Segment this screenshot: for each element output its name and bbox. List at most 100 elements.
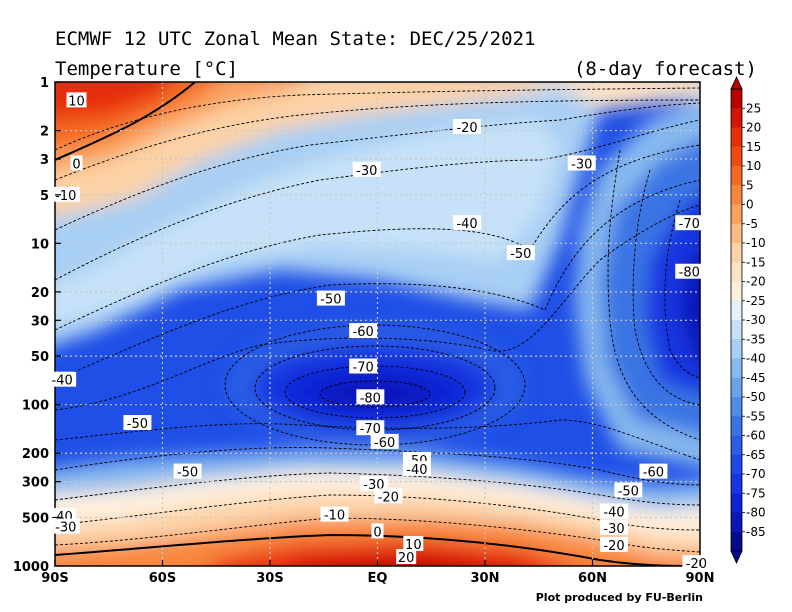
contour-label-bg: [639, 463, 668, 479]
colorbar-segment: [731, 416, 742, 436]
contour-label-bg: [356, 420, 385, 436]
y-axis: 1 2 3 5 10 20 30 50 100 200 300 500 1000: [13, 76, 61, 575]
contour-label: 10: [403, 535, 424, 553]
contour-label-text: -60: [643, 466, 664, 481]
contour-label-text: -40: [456, 217, 477, 232]
contour-label-bg: [356, 389, 385, 405]
colorbar-segment: [731, 243, 742, 263]
colorbar-segment: [731, 281, 742, 302]
contour-label-text: -80: [360, 391, 381, 406]
colorbar-segment: [731, 89, 742, 109]
contour-label: -60: [639, 463, 668, 481]
contour-label-text: -20: [378, 490, 399, 505]
contour-label-bg: [320, 506, 349, 522]
contour-label: -10: [51, 186, 80, 204]
colorbar-label: -85: [746, 525, 766, 539]
colorbar-segment: [731, 531, 742, 552]
contour-label: 10: [66, 92, 87, 109]
contour-label-bg: [403, 535, 424, 551]
contour-labels: 100-10-40-50-50-40-30-50-60-70-80-70-60-…: [48, 92, 711, 572]
colorbar: 25 20 15 10 5 0 -5 -10 -15 -20 -25 -30 -35 -40 -45 -50 -…: [730, 76, 766, 564]
colorbar-segment: [731, 127, 742, 148]
contour-label-text: -60: [353, 325, 374, 340]
y-tick-label: 200: [22, 447, 49, 462]
contour-label: 0: [70, 155, 83, 172]
contour-label: -20: [600, 536, 628, 554]
contour-lines: [55, 87, 700, 553]
colorbar-segment: [731, 300, 742, 321]
contour-label-text: -20: [686, 557, 707, 572]
contour-label-bg: [349, 358, 378, 374]
contour-label-text: -50: [320, 293, 341, 308]
contour-label-text: -50: [510, 247, 531, 262]
zero-contours: [55, 82, 700, 566]
contour-label-bg: [51, 518, 80, 534]
contour-label-bg: [600, 503, 628, 519]
y-tick-label: 50: [31, 350, 49, 365]
contour-label-bg: [371, 523, 384, 539]
x-tick-label: 90N: [686, 571, 715, 586]
colorbar-label: -75: [746, 486, 766, 500]
y-tick-label: 20: [31, 286, 49, 301]
colorbar-segment: [731, 377, 742, 398]
colorbar-label: -55: [746, 409, 766, 423]
x-tick-label: 90S: [41, 571, 68, 586]
contour-label-bg: [614, 482, 643, 498]
contour-label: -20: [374, 488, 403, 505]
colorbar-segment: [731, 320, 742, 340]
credit-text: Plot produced by FU-Berlin: [536, 591, 703, 604]
contour-label-text: -30: [571, 157, 592, 172]
colorbar-label: -65: [746, 448, 766, 462]
contour-label: -40: [48, 371, 77, 389]
contour-label-bg: [123, 415, 152, 431]
colorbar-segment: [731, 512, 742, 533]
contour-label-text: -30: [356, 164, 377, 179]
contour-label-text: -50: [177, 466, 198, 481]
colorbar-label: -5: [746, 217, 758, 231]
contour-label-bg: [453, 118, 482, 134]
colorbar-label: 20: [746, 121, 761, 135]
contour-label: -40: [402, 460, 431, 478]
contour-label-bg: [173, 463, 202, 479]
colorbar-segment: [731, 358, 742, 379]
contour-label-text: -30: [55, 521, 76, 536]
contour-label-text: 10: [68, 94, 85, 109]
colorbar-label: -45: [746, 371, 766, 385]
x-tick-label: 60N: [578, 571, 607, 586]
contour-label: 20: [396, 549, 417, 566]
colorbar-label: -35: [746, 332, 766, 346]
contour-label-text: -60: [374, 436, 395, 451]
colorbar-segment: [731, 146, 742, 167]
contour-label-text: -50: [618, 484, 639, 499]
colorbar-segment: [731, 185, 742, 205]
y-tick-label: 30: [31, 314, 49, 329]
colorbar-label: -10: [746, 236, 766, 250]
contour-label: -30: [51, 518, 80, 536]
contour-label-text: -40: [406, 463, 427, 478]
contour-label: -60: [349, 323, 378, 340]
colorbar-label: 25: [746, 101, 761, 115]
contour-label-bg: [352, 161, 381, 177]
contour-label-text: 0: [373, 525, 381, 540]
colorbar-segment: [731, 454, 742, 475]
contour-label: -50: [123, 415, 152, 432]
contour-label-text: -20: [603, 539, 624, 554]
contour-label-text: -30: [603, 522, 624, 537]
y-tick-label: 1000: [13, 560, 49, 575]
contour-label: -50: [316, 290, 345, 308]
contour-label-text: -20: [456, 121, 477, 136]
contour-label-text: -70: [360, 422, 381, 437]
colorbar-bottom-arrow: [730, 550, 743, 564]
colorbar-label: -15: [746, 255, 766, 269]
contour-label-bg: [600, 536, 628, 552]
colorbar-segment: [731, 262, 742, 282]
contour-label-bg: [48, 371, 77, 387]
contour-label-bg: [675, 263, 704, 279]
contour-label: -50: [614, 482, 643, 499]
colorbar-segment: [731, 166, 742, 186]
chart-title: ECMWF 12 UTC Zonal Mean State: DEC/25/20…: [55, 28, 535, 50]
y-tick-label: 300: [22, 476, 49, 491]
contour-label-bg: [675, 215, 704, 231]
contour-label-bg: [396, 549, 417, 565]
